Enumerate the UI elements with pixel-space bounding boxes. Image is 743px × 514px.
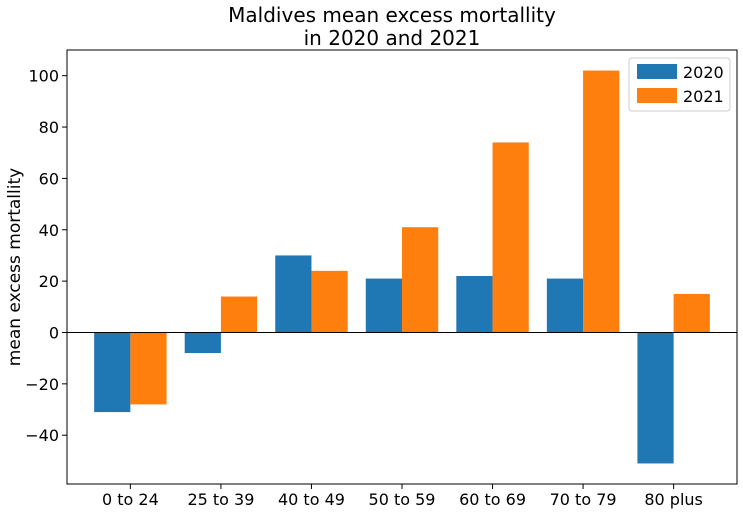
y-tick-label: 20 — [39, 272, 59, 291]
bar-2020-70-to-79 — [546, 278, 584, 333]
bar-2021-0-to-24 — [130, 332, 167, 405]
y-axis: −40 −20 0 20 40 60 80 100 — [25, 67, 67, 445]
y-tick-label: 80 — [39, 118, 59, 137]
bar-2020-25-to-39 — [184, 332, 221, 354]
bar-2020-60-to-69 — [456, 275, 493, 333]
x-tick-label: 40 to 49 — [278, 490, 345, 509]
x-tick-label: 80 plus — [644, 490, 703, 509]
x-axis: 0 to 24 25 to 39 40 to 49 50 to 59 60 to 69 7… — [102, 484, 703, 509]
y-tick-label: 0 — [49, 323, 59, 342]
legend: 2020 2021 — [628, 57, 731, 112]
y-tick-label: −40 — [25, 426, 59, 445]
bar-2020-50-to-59 — [365, 278, 402, 333]
bar-2020-0-to-24 — [94, 332, 131, 413]
chart-title-line-2: in 2020 and 2021 — [304, 26, 481, 50]
legend-label-2020: 2020 — [683, 63, 724, 82]
x-tick-label: 60 to 69 — [459, 490, 526, 509]
y-tick-label: 100 — [28, 67, 59, 86]
y-tick-label: 60 — [39, 169, 59, 188]
bar-2021-50-to-59 — [402, 227, 439, 333]
bar-2021-40-to-49 — [311, 270, 348, 333]
bar-2021-70-to-79 — [583, 70, 620, 333]
bar-2021-80-plus — [673, 293, 710, 333]
plot-frame — [66, 49, 738, 485]
legend-swatch-2021 — [637, 88, 677, 103]
legend-swatch-2020 — [637, 64, 677, 79]
y-tick-label: 40 — [39, 221, 59, 240]
y-axis-label: mean excess mortallity — [5, 168, 25, 366]
bar-2020-80-plus — [637, 332, 674, 464]
bar-2021-25-to-39 — [220, 296, 258, 333]
x-tick-label: 0 to 24 — [102, 490, 159, 509]
legend-label-2021: 2021 — [683, 87, 724, 106]
bar-2021-60-to-69 — [492, 142, 529, 333]
x-tick-label: 70 to 79 — [550, 490, 617, 509]
y-tick-label: −20 — [25, 375, 59, 394]
bars-group — [94, 70, 710, 464]
x-tick-label: 25 to 39 — [187, 490, 254, 509]
x-tick-label: 50 to 59 — [369, 490, 436, 509]
chart-title-line-1: Maldives mean excess mortallity — [228, 3, 556, 27]
bar-2020-40-to-49 — [275, 255, 312, 333]
